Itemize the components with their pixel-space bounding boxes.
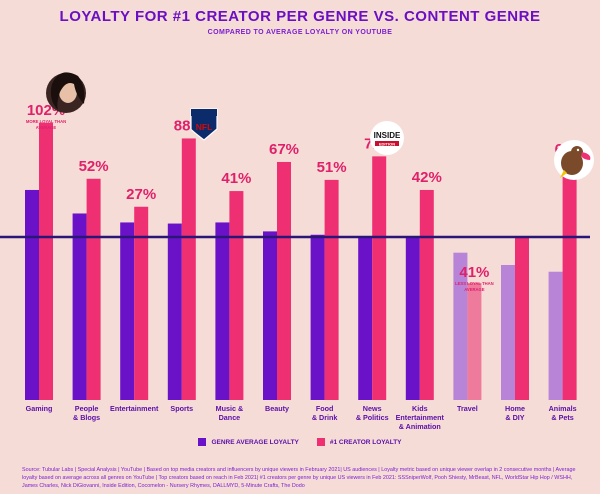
x-tick-label-4-1: Dance [219, 413, 241, 422]
creator-bar-6 [324, 179, 339, 400]
creator-bar-1 [86, 178, 101, 400]
x-tick-label-4-0: Music & [216, 404, 244, 413]
annotation-1-1: AVERAGE [464, 287, 485, 292]
genre-bar-2 [120, 222, 135, 400]
data-label-8: 42% [412, 169, 442, 186]
legend-label-creator: #1 CREATOR LOYALTY [329, 438, 402, 446]
legend-swatch-genre [198, 438, 207, 446]
legend-item-genre: GENRE AVERAGE LOYALTY [198, 438, 299, 446]
chart-subtitle: COMPARED TO AVERAGE LOYALTY ON YOUTUBE [207, 29, 393, 36]
legend-item-creator: #1 CREATOR LOYALTY [316, 438, 402, 446]
annotation-0-1: AVERAGE [36, 125, 57, 130]
genre-bar-10 [501, 265, 515, 400]
x-tick-label-8-0: Kids [412, 404, 428, 413]
data-label-6: 51% [317, 159, 347, 176]
dodo-head [571, 146, 583, 158]
data-labels-layer: 102%52%27%88%41%67%51%72%42%41%67%MORE L… [26, 102, 585, 292]
genre-bar-3 [167, 223, 182, 400]
genre-bar-8 [405, 237, 420, 400]
bars-layer [25, 122, 577, 400]
source-note: Source: Tubular Labs | Special Analysis … [22, 467, 576, 489]
avatar-hair [50, 72, 85, 110]
x-tick-label-3-0: Sports [170, 404, 193, 413]
x-tick-label-2-0: Entertainment [110, 404, 159, 413]
x-tick-label-7-0: News [363, 404, 382, 413]
genre-bar-11 [548, 271, 563, 400]
nfl-shield-icon: NFL [190, 108, 218, 141]
dodo-eye [576, 148, 580, 152]
x-tick-label-7-1: & Politics [356, 413, 389, 422]
dodo-bird-icon [554, 140, 594, 180]
x-tick-label-1-1: & Blogs [73, 413, 100, 422]
creator-bar-3 [181, 138, 196, 400]
data-label-1: 52% [79, 158, 109, 175]
inside-edition-word: INSIDE [374, 131, 401, 140]
creator-bar-9 [467, 282, 482, 400]
data-label-5: 67% [269, 141, 299, 158]
annotation-0-0: MORE LOYAL THAN [26, 119, 66, 124]
genre-bar-1 [72, 213, 87, 400]
nfl-shield-text: NFL [196, 122, 213, 132]
nfl-shield-body [190, 108, 218, 141]
inside-edition-band [375, 141, 399, 146]
x-tick-label-10-1: & DIY [505, 413, 524, 422]
x-tick-label-11-1: & Pets [551, 413, 573, 422]
creator-bar-11 [562, 161, 577, 400]
genre-bar-9 [453, 252, 468, 400]
x-axis-labels: Gaming People& Blogs Entertainment Sports Mu… [26, 404, 577, 431]
data-label-9: 41% [459, 264, 489, 281]
x-tick-label-11-0: Animals [549, 404, 577, 413]
x-tick-label-6-1: & Drink [312, 413, 338, 422]
creator-bar-4 [229, 191, 244, 400]
x-tick-label-1-0: People [75, 404, 99, 413]
inside-edition-bg [370, 121, 404, 155]
creator-bar-0 [39, 122, 53, 400]
genre-bar-4 [215, 222, 230, 400]
annotation-1-0: LESS LOYAL THAN [455, 281, 494, 286]
x-tick-label-6-0: Food [316, 404, 334, 413]
data-label-4: 41% [221, 170, 251, 187]
data-label-2: 27% [126, 186, 156, 203]
creator-bar-2 [134, 206, 149, 400]
dodo-beak [581, 152, 591, 160]
x-tick-label-8-1: Entertainment [396, 413, 445, 422]
x-tick-label-0-0: Gaming [26, 404, 53, 413]
genre-bar-0 [25, 189, 39, 400]
x-tick-label-8-2: & Animation [399, 422, 441, 431]
inside-edition-subword: EDITION [379, 141, 395, 146]
creator-bar-5 [277, 161, 291, 400]
x-tick-label-5-0: Beauty [265, 404, 289, 413]
creator-bar-8 [419, 189, 434, 400]
nfl-shield-top [191, 109, 217, 116]
chart-title: LOYALTY FOR #1 CREATOR PER GENRE VS. CON… [59, 8, 541, 25]
creator-bar-7 [372, 156, 387, 400]
genre-bar-5 [263, 231, 277, 400]
x-tick-label-10-0: Home [505, 404, 525, 413]
legend-label-genre: GENRE AVERAGE LOYALTY [211, 438, 299, 446]
x-tick-label-9-0: Travel [457, 404, 478, 413]
genre-bar-7 [358, 237, 373, 400]
creator-bar-10 [515, 237, 529, 400]
creator-avatar-icon [46, 72, 86, 113]
legend-swatch-creator [316, 438, 325, 446]
dodo-feet [560, 170, 567, 178]
genre-bar-6 [310, 234, 325, 400]
legend: GENRE AVERAGE LOYALTY #1 CREATOR LOYALTY [0, 438, 600, 446]
